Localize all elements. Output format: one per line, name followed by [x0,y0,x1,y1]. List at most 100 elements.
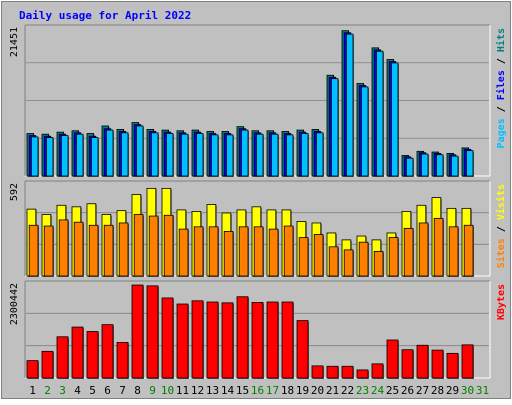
bar-kbytes-kbytes-day-18 [281,301,294,379]
bar-visits-sites-sites-day-2-body [43,225,54,277]
legend-part: Visits [495,184,507,220]
bar-visits-sites-sites-day-23 [358,241,369,277]
bar-visits-sites-sites-day-21-body [328,246,339,277]
bar-visits-sites-sites-day-8 [133,214,144,277]
x-axis-labels: 1 2 3 4 5 6 7 8 9 10 11 12 13 14 15 16 17 18 19 20 21 22 23 24 2… [29,384,489,397]
bar-kbytes-kbytes-day-13-body [206,301,219,379]
x-tick-label-day-23: 23 [356,384,369,397]
panel-hits-files-pages-max-label: 21451 [9,27,20,57]
bar-hits-files-pages-pages-day-9 [150,132,159,177]
x-tick-label-day-16: 16 [251,384,264,397]
bar-hits-files-pages-pages-day-21-body [330,78,339,177]
bar-visits-sites-sites-day-30-body [463,224,474,277]
bar-kbytes-kbytes-day-3-body [56,336,69,379]
bar-kbytes-kbytes-day-19-body [296,320,309,379]
bar-hits-files-pages-pages-day-16 [255,133,264,177]
bar-visits-sites-sites-day-25-body [388,237,399,277]
x-tick-label-day-29: 29 [446,384,459,397]
bar-kbytes-kbytes-day-4 [71,326,84,379]
bar-kbytes-kbytes-day-25-body [386,339,399,379]
bar-visits-sites-sites-day-7-body [118,222,129,277]
x-tick-label-day-18: 18 [281,384,294,397]
bar-hits-files-pages-pages-day-10-body [165,133,174,177]
x-tick-label-day-13: 13 [206,384,219,397]
bar-hits-files-pages-pages-day-28-body [435,154,444,177]
x-tick-label-day-14: 14 [221,384,235,397]
bar-visits-sites-sites-day-28 [433,217,444,277]
bar-hits-files-pages-pages-day-23 [360,86,369,177]
bar-visits-sites-sites-day-16 [253,226,264,277]
panel-hits-files-pages-legend: Pages / Files / Hits [495,28,507,148]
bar-visits-sites-sites-day-16-body [253,226,264,277]
bar-hits-files-pages-pages-day-27-body [420,153,429,177]
bar-visits-sites-sites-day-20 [313,234,324,277]
bar-kbytes-kbytes-day-13 [206,301,219,379]
x-tick-label-day-1: 1 [29,384,36,397]
bar-kbytes-kbytes-day-16 [251,302,264,379]
bar-kbytes-kbytes-day-14-body [221,302,234,379]
bar-hits-files-pages-pages-day-4-body [76,133,84,177]
bar-kbytes-kbytes-day-5-body [86,331,99,379]
x-tick-label-day-9: 9 [149,384,156,397]
legend-part: / [496,52,507,70]
bar-hits-files-pages-pages-day-30-body [465,150,474,177]
bar-visits-sites-sites-day-22-body [343,249,354,277]
bar-kbytes-kbytes-day-30-body [461,344,474,379]
bar-kbytes-kbytes-day-2-body [41,350,54,379]
bar-kbytes-kbytes-day-2 [41,350,54,379]
bar-hits-files-pages-pages-day-17 [270,133,279,177]
bar-kbytes-kbytes-day-5 [86,331,99,379]
x-tick-label-day-3: 3 [59,384,66,397]
bar-kbytes-kbytes-day-29-body [446,352,459,379]
x-tick-label-day-5: 5 [89,384,96,397]
panel-kbytes-max-label: 2300442 [9,283,20,325]
bar-hits-files-pages-pages-day-23-body [360,86,369,177]
bar-kbytes-kbytes-day-23 [356,369,369,379]
bar-visits-sites-sites-day-3 [58,219,69,277]
bar-visits-sites-sites-day-1 [28,224,39,277]
bar-kbytes-kbytes-day-17-body [266,301,279,379]
bar-hits-files-pages-pages-day-10 [165,133,174,177]
x-tick-label-day-24: 24 [371,384,385,397]
bar-visits-sites-sites-day-28-body [433,217,444,277]
bar-visits-sites-sites-day-15-body [238,226,249,277]
x-tick-label-day-10: 10 [161,384,174,397]
bar-hits-files-pages-pages-day-15 [240,129,249,177]
legend-part: Pages [496,118,507,148]
bar-kbytes-kbytes-day-7-body [116,342,129,379]
bar-hits-files-pages-pages-day-20-body [315,132,324,177]
bar-kbytes-kbytes-day-9-body [146,285,159,379]
bar-hits-files-pages-pages-day-26-body [405,157,414,177]
bar-hits-files-pages-pages-day-17-body [270,133,279,177]
bar-hits-files-pages-pages-day-30 [465,150,474,177]
bar-kbytes-kbytes-day-11 [176,303,189,379]
x-tick-label-day-4: 4 [74,384,81,397]
bar-visits-sites-sites-day-13 [208,226,219,277]
x-tick-label-day-30: 30 [461,384,474,397]
bar-visits-sites-sites-day-18-body [283,225,294,277]
x-tick-label-day-26: 26 [401,384,414,397]
bar-hits-files-pages-pages-day-1-body [30,136,39,177]
bar-kbytes-kbytes-day-4-body [71,326,84,379]
bar-kbytes-kbytes-day-16-body [251,302,264,379]
bar-hits-files-pages-pages-day-2-body [46,137,54,177]
bar-visits-sites-sites-day-27 [418,222,429,277]
bar-kbytes-kbytes-day-24 [371,363,384,379]
bar-kbytes-kbytes-day-10 [161,297,174,379]
bar-kbytes-kbytes-day-1-body [26,360,39,379]
bar-hits-files-pages-pages-day-13-body [210,134,219,177]
bar-kbytes-kbytes-day-15 [236,296,249,379]
bar-kbytes-kbytes-day-25 [386,339,399,379]
x-tick-label-day-6: 6 [104,384,111,397]
bar-kbytes-kbytes-day-27-body [416,344,429,379]
bar-hits-files-pages-pages-day-7-body [121,132,129,177]
bar-kbytes-kbytes-day-27 [416,344,429,379]
bar-visits-sites-sites-day-17-body [268,228,279,277]
bar-visits-sites-sites-day-3-body [58,219,69,277]
bar-hits-files-pages-pages-day-22 [345,33,354,178]
bar-visits-sites-sites-day-5 [88,224,99,277]
bar-hits-files-pages-pages-day-12-body [195,133,204,177]
x-tick-label-day-22: 22 [341,384,354,397]
